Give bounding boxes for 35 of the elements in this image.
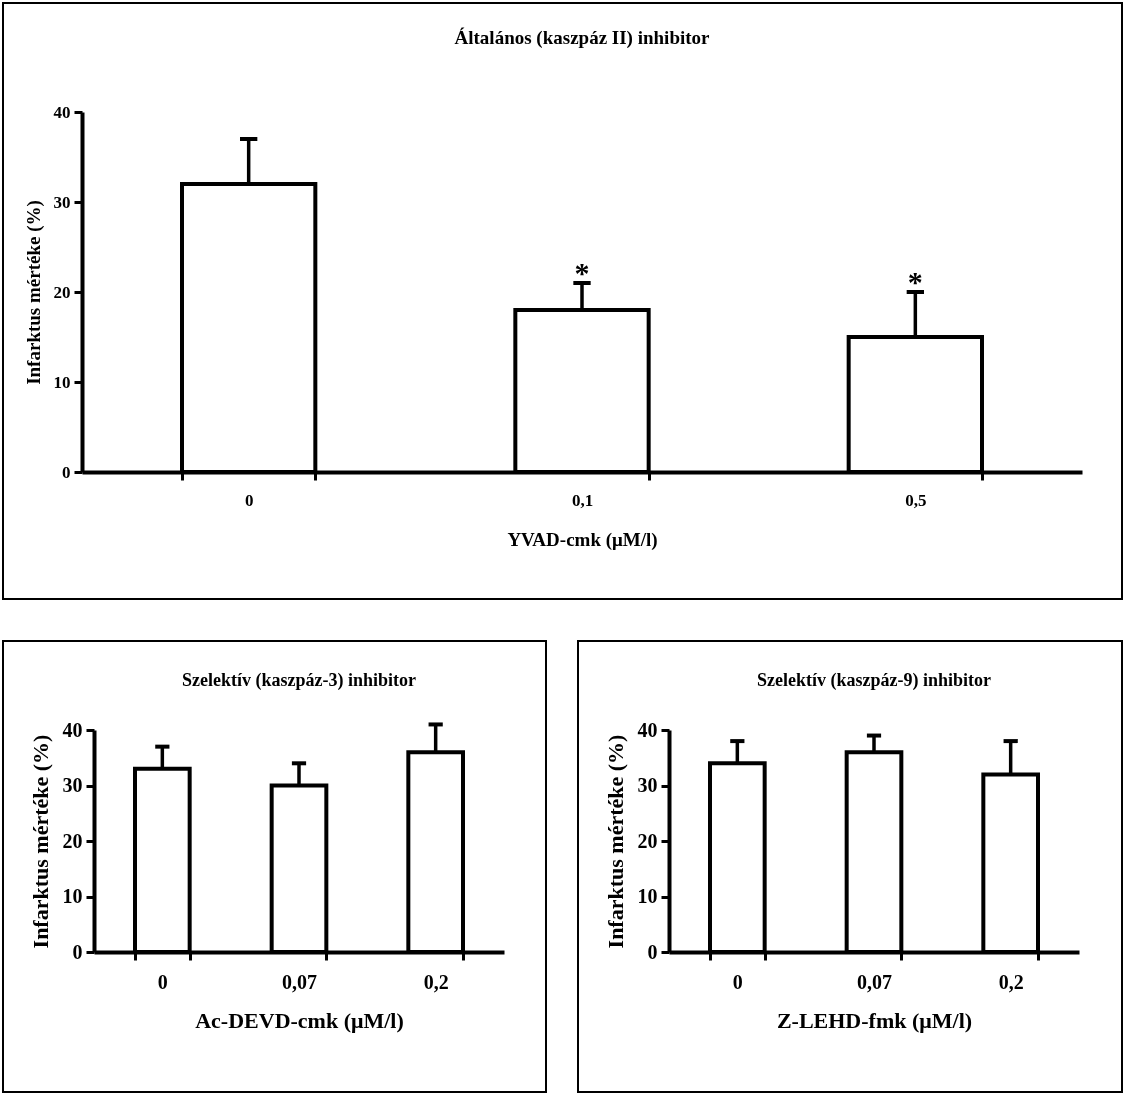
chart-title: Szelektív (kaszpáz-3) inhibitor <box>182 670 416 691</box>
y-tick-label: 30 <box>53 192 71 212</box>
y-tick-label: 0 <box>72 940 83 963</box>
y-tick-label: 20 <box>53 282 71 302</box>
x-tick-label: 0,2 <box>423 970 449 993</box>
y-tick-label: 20 <box>637 829 658 852</box>
x-axis-title: Z-LEHD-fmk (μM/l) <box>776 1007 973 1033</box>
x-axis-title: Ac-DEVD-cmk (μM/l) <box>195 1007 404 1033</box>
y-tick-label: 40 <box>637 718 658 741</box>
y-axis-title: Infarktus mértéke (%) <box>602 734 628 949</box>
x-tick-label: 0,2 <box>998 970 1024 993</box>
y-tick-label: 10 <box>53 372 71 392</box>
y-axis-title: Infarktus mértéke (%) <box>27 734 53 949</box>
y-tick-label: 30 <box>62 774 83 796</box>
annotation: * <box>907 265 923 298</box>
x-tick-label: 0 <box>157 970 168 993</box>
annotation: * <box>574 256 590 289</box>
x-tick-label: 0 <box>732 970 743 993</box>
x-axis-title: YVAD-cmk (μM/l) <box>507 528 658 551</box>
x-tick-label: 0,5 <box>905 490 927 510</box>
x-tick-label: 0 <box>244 490 254 510</box>
x-tick-label: 0,1 <box>571 490 594 510</box>
y-axis-title: Infarktus mértéke (%) <box>22 200 45 385</box>
y-tick-label: 0 <box>62 462 71 482</box>
y-tick-label: 20 <box>62 829 83 852</box>
x-tick-label: 0,07 <box>282 970 317 993</box>
chart-title: Általános (kaszpáz II) inhibitor <box>454 27 711 49</box>
y-tick-label: 10 <box>62 885 83 907</box>
y-tick-label: 30 <box>637 774 658 796</box>
chart-title: Szelektív (kaszpáz-9) inhibitor <box>757 670 991 691</box>
y-tick-label: 40 <box>62 718 83 741</box>
y-tick-label: 10 <box>637 885 658 907</box>
x-tick-label: 0,07 <box>857 970 892 993</box>
y-tick-label: 0 <box>647 940 658 963</box>
y-tick-label: 40 <box>53 102 71 122</box>
